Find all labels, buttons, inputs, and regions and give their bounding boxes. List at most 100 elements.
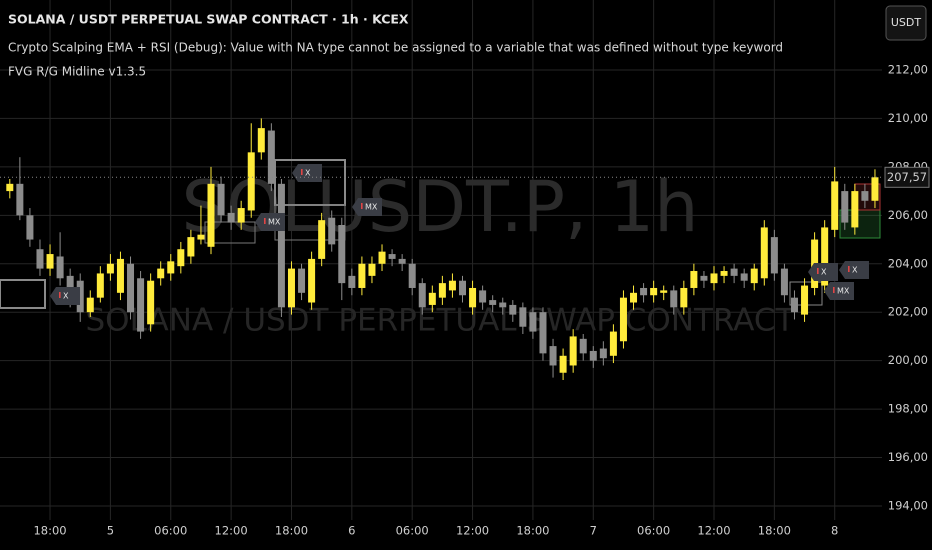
- marker-tag: [50, 287, 80, 305]
- candle-body: [680, 287, 688, 308]
- x-tick-label: 18:00: [758, 524, 791, 538]
- candle-body: [237, 208, 245, 223]
- candle-body: [368, 263, 376, 276]
- candle-body: [459, 280, 466, 296]
- marker-icon: [59, 292, 61, 298]
- candle-body: [147, 280, 155, 325]
- marker-label: X: [305, 169, 311, 178]
- chart-title: SOLANA / USDT PERPETUAL SWAP CONTRACT · …: [8, 12, 409, 27]
- candle-body: [56, 256, 64, 279]
- candle-body: [509, 304, 517, 315]
- candle-body: [428, 292, 436, 305]
- candle-body: [569, 336, 577, 366]
- indicator-label: FVG R/G Midline v1.3.5: [8, 65, 146, 79]
- candle-body: [408, 263, 416, 288]
- candle-body: [187, 237, 195, 257]
- candle-body: [26, 215, 34, 240]
- marker-label: X: [852, 266, 858, 275]
- candle-body: [277, 183, 285, 308]
- marker-tag: [808, 263, 838, 281]
- candle-body: [137, 278, 145, 332]
- candle-body: [499, 302, 507, 308]
- candle-body: [519, 307, 527, 327]
- markers: X MX X MX X X MX: [50, 164, 869, 305]
- x-tick-label: 7: [590, 524, 597, 538]
- marker-tag: [292, 164, 322, 182]
- marker-tag: [839, 261, 869, 279]
- candle-body: [378, 251, 386, 264]
- candle-body: [700, 275, 708, 281]
- candle-body: [398, 258, 406, 264]
- marker-label: MX: [268, 218, 281, 227]
- candle-body: [127, 263, 135, 313]
- marker-tag: [352, 198, 382, 216]
- candle-body: [76, 280, 84, 313]
- candle-body: [207, 183, 215, 247]
- y-tick-label: 210,00: [888, 111, 928, 125]
- marker-label: X: [63, 292, 69, 301]
- candle-body: [710, 273, 718, 284]
- candle-body: [338, 225, 346, 284]
- y-tick-label: 196,00: [888, 450, 928, 464]
- candle-body: [589, 350, 597, 361]
- y-tick-label: 206,00: [888, 208, 928, 222]
- candle-body: [630, 292, 638, 303]
- candle-body: [16, 183, 24, 216]
- x-tick-label: 18:00: [275, 524, 308, 538]
- x-tick-label: 06:00: [154, 524, 187, 538]
- candle-body: [358, 263, 366, 288]
- y-tick-label: 198,00: [888, 402, 928, 416]
- candle-body: [549, 346, 557, 366]
- candle-body: [438, 283, 446, 298]
- marker-tag: [824, 282, 854, 300]
- x-tick-label: 06:00: [396, 524, 429, 538]
- x-tick-label: 5: [107, 524, 114, 538]
- candle-body: [760, 227, 768, 279]
- candle-body: [780, 268, 788, 296]
- y-tick-label: 200,00: [888, 353, 928, 367]
- candle-body: [650, 287, 658, 296]
- candle-body: [660, 290, 668, 293]
- y-tick-label: 212,00: [888, 62, 928, 76]
- candle-body: [36, 249, 44, 269]
- x-tick-label: 18:00: [516, 524, 549, 538]
- candle-body: [448, 280, 456, 291]
- currency-button-frame[interactable]: [885, 5, 927, 41]
- marker-tag: [255, 213, 285, 231]
- candle-body: [790, 297, 798, 313]
- candle-body: [116, 258, 124, 293]
- candle-body: [106, 263, 114, 274]
- candle-body: [318, 220, 326, 259]
- candle-body: [177, 249, 185, 267]
- candle-body: [96, 273, 104, 298]
- candle-body: [609, 331, 617, 356]
- candle-body: [298, 268, 306, 293]
- candle-body: [750, 268, 758, 284]
- candle-body: [227, 212, 235, 223]
- candle-body: [720, 271, 728, 276]
- marker-icon: [833, 287, 835, 293]
- candle-body: [46, 254, 54, 269]
- candle-body: [287, 268, 295, 308]
- x-tick-label: 6: [348, 524, 355, 538]
- currency-button[interactable]: USDT: [885, 5, 927, 41]
- watermark-sub: SOLANA / USDT PERPETUAL SWAP CONTRACT: [86, 303, 796, 339]
- candle-body: [801, 285, 809, 315]
- fvg-box: [0, 279, 46, 309]
- candle-body: [619, 297, 627, 342]
- candle-body: [740, 273, 748, 281]
- candle-body: [388, 254, 396, 259]
- candle-body: [821, 227, 829, 286]
- y-tick-label: 204,00: [888, 256, 928, 270]
- y-tick-label: 194,00: [888, 498, 928, 512]
- candle-body: [730, 268, 738, 276]
- candle-body: [86, 297, 94, 313]
- currency-button-label[interactable]: USDT: [891, 16, 922, 29]
- marker-label: MX: [837, 287, 850, 296]
- candle-body: [328, 217, 336, 245]
- candle-body: [247, 152, 255, 211]
- x-tick-label: 18:00: [33, 524, 66, 538]
- candle-body: [469, 287, 477, 308]
- candle-body: [841, 191, 849, 223]
